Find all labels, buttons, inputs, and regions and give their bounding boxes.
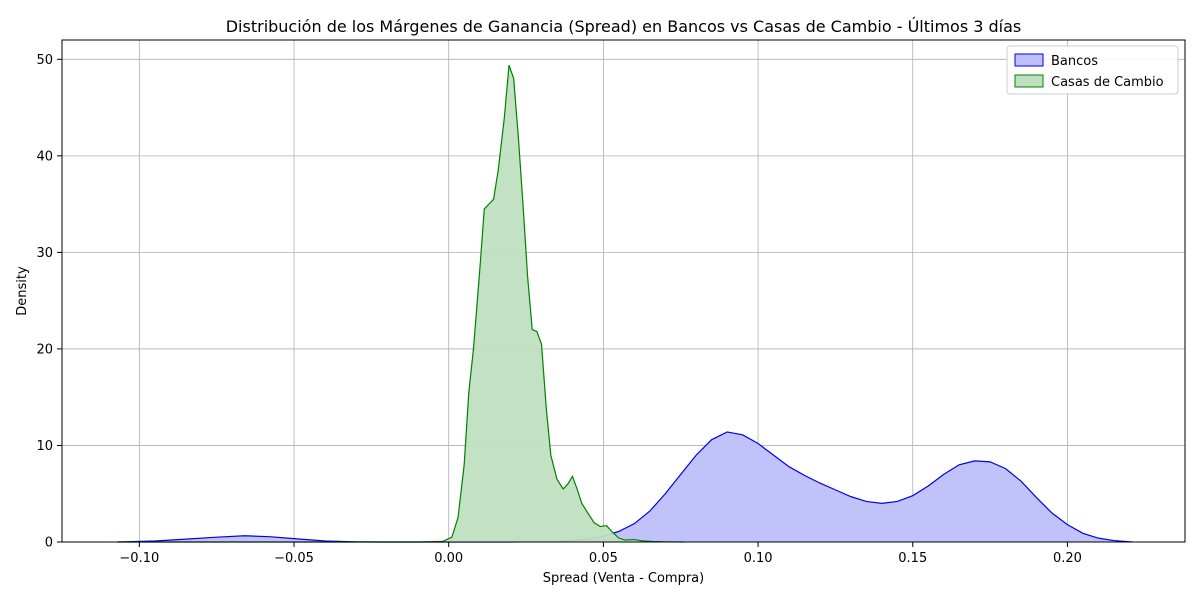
- x-tick-label: 0.00: [434, 551, 463, 566]
- y-tick-label: 50: [36, 53, 53, 68]
- x-axis-label: Spread (Venta - Compra): [543, 571, 704, 586]
- x-tick-label: −0.05: [274, 551, 314, 566]
- x-tick-label: 0.05: [589, 551, 618, 566]
- series-line-1: [117, 64, 684, 543]
- legend-label: Casas de Cambio: [1051, 75, 1164, 90]
- legend-swatch: [1014, 74, 1044, 88]
- grid-layer: [62, 40, 1185, 543]
- x-tick-label: −0.10: [119, 551, 159, 566]
- y-axis-label: Density: [15, 266, 30, 316]
- y-tick-label: 10: [36, 439, 53, 454]
- x-tick-label: 0.10: [744, 551, 773, 566]
- chart-title: Distribución de los Márgenes de Ganancia…: [226, 17, 1022, 36]
- x-tick-label: 0.20: [1053, 551, 1082, 566]
- series-area-0: [117, 431, 1133, 542]
- y-tick-label: 0: [45, 536, 53, 551]
- y-tick-label: 40: [36, 149, 53, 164]
- legend-swatch: [1014, 53, 1044, 67]
- tick-layer: −0.10 −0.05 0.00 0.05 0.10 0.15 0.20 0 10 20 30 40 5…: [36, 53, 1081, 566]
- y-tick-label: 30: [36, 246, 53, 261]
- series-layer: [117, 64, 1133, 543]
- x-tick-label: 0.15: [898, 551, 927, 566]
- legend-label: Bancos: [1051, 54, 1098, 69]
- y-tick-label: 20: [36, 342, 53, 357]
- plot-frame: [61, 39, 1186, 543]
- legend-box: [1006, 45, 1179, 95]
- legend: Bancos Casas de Cambio: [1006, 45, 1179, 95]
- series-area-1: [117, 65, 684, 542]
